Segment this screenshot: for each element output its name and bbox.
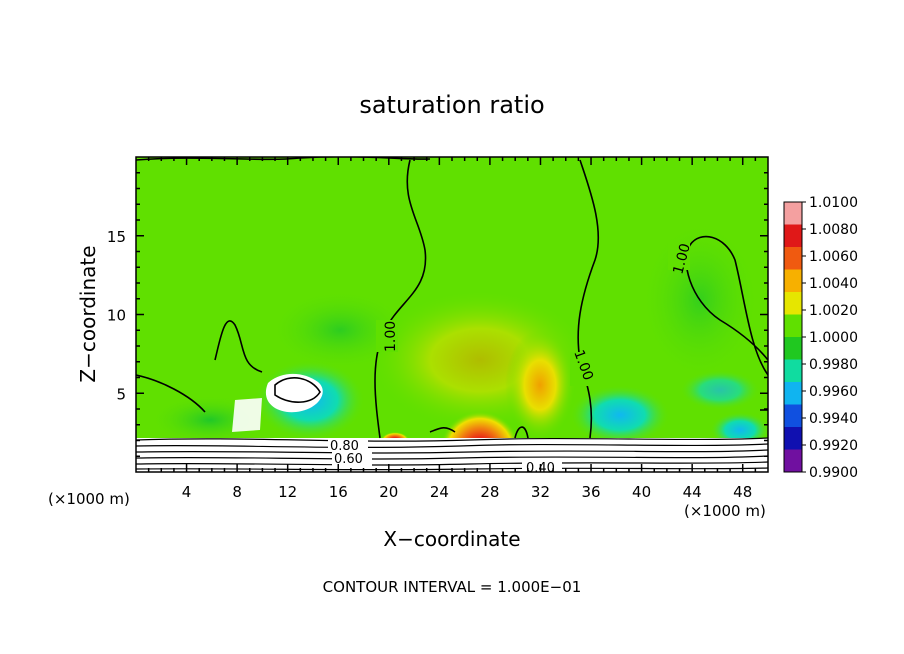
- colorbar-label: 0.9920: [809, 438, 858, 454]
- x-tick-label: 16: [329, 483, 348, 501]
- x-unit-left: (×1000 m): [48, 490, 130, 508]
- y-tick-label: 10: [107, 307, 126, 325]
- colorbar-labels: 1.0100 1.0080 1.0060 1.0040 1.0020 1.0000 0.99…: [809, 195, 858, 481]
- colorbar-label: 0.9940: [809, 411, 858, 427]
- colorbar-swatch: [784, 449, 802, 472]
- contour-interval-footer: CONTOUR INTERVAL = 1.000E−01: [323, 578, 582, 596]
- colorbar-label: 1.0080: [809, 222, 858, 238]
- x-tick-label: 20: [379, 483, 398, 501]
- colorbar-swatch: [784, 404, 802, 427]
- colorbar-swatch: [784, 292, 802, 315]
- colorbar-label: 0.9980: [809, 357, 858, 373]
- x-tick-labels: 4 8 12 16 20 24 28 32 36 40 44 48: [182, 483, 752, 501]
- y-axis-label: Z−coordinate: [76, 245, 100, 382]
- y-tick-label: 15: [107, 228, 126, 246]
- heatmap-field: [136, 157, 768, 472]
- x-tick-label: 44: [683, 483, 702, 501]
- colorbar-label: 1.0020: [809, 303, 858, 319]
- colorbar-swatch: [784, 247, 802, 270]
- x-tick-label: 12: [278, 483, 297, 501]
- x-unit-right: (×1000 m): [684, 502, 766, 520]
- colorbar-swatch: [784, 359, 802, 382]
- x-tick-label: 24: [430, 483, 449, 501]
- colorbar-swatch: [784, 382, 802, 405]
- colorbar-swatch: [784, 269, 802, 292]
- y-tick-label: 5: [116, 385, 126, 403]
- colorbar-label: 1.0100: [809, 195, 858, 211]
- axis-ticks: [136, 157, 768, 472]
- x-tick-label: 4: [182, 483, 192, 501]
- y-tick-labels: 5 10 15: [107, 228, 126, 404]
- colorbar-label: 1.0060: [809, 249, 858, 265]
- x-tick-label: 8: [232, 483, 242, 501]
- contour-label: 1.00: [383, 321, 399, 352]
- colorbar-swatch: [784, 202, 802, 225]
- contour-label: 0.60: [334, 452, 363, 467]
- colorbar-label: 0.9900: [809, 465, 858, 481]
- colorbar-label: 0.9960: [809, 384, 858, 400]
- colorbar: [783, 201, 806, 473]
- x-tick-label: 36: [581, 483, 600, 501]
- colorbar-label: 1.0040: [809, 276, 858, 292]
- colorbar-swatch: [784, 337, 802, 360]
- x-tick-label: 40: [632, 483, 651, 501]
- colorbar-swatch: [784, 427, 802, 450]
- colorbar-swatch: [784, 224, 802, 247]
- x-axis-label: X−coordinate: [383, 527, 520, 551]
- contour-label: 1.00: [670, 242, 694, 276]
- colorbar-swatch: [784, 314, 802, 337]
- x-tick-label: 28: [480, 483, 499, 501]
- colorbar-label: 1.0000: [809, 330, 858, 346]
- x-tick-label: 32: [531, 483, 550, 501]
- chart-title: saturation ratio: [359, 91, 544, 119]
- contour-label: 0.80: [330, 439, 359, 454]
- x-tick-label: 48: [733, 483, 752, 501]
